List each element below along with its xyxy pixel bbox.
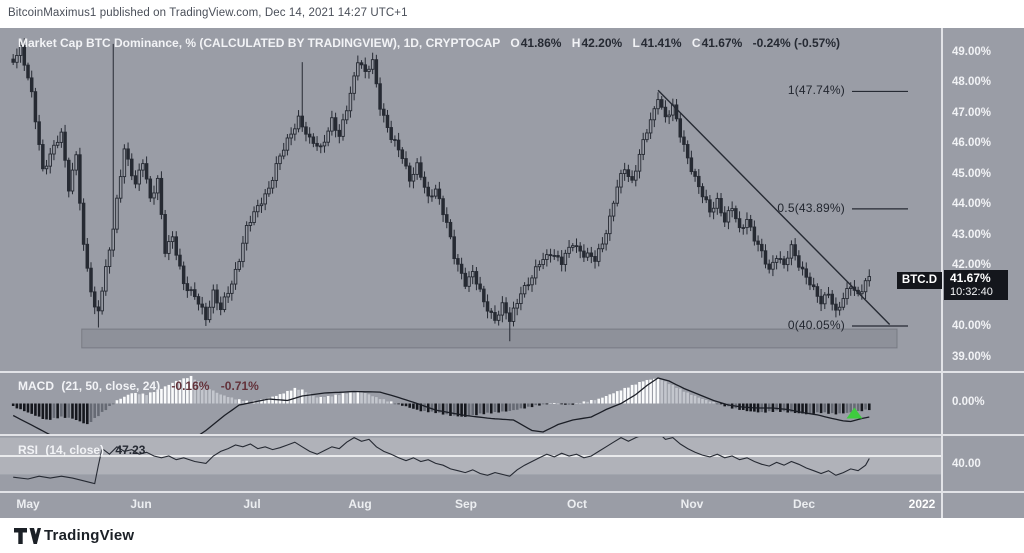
close-key: C: [691, 36, 701, 50]
low-value: 41.41%: [640, 36, 682, 50]
pane-separator-2[interactable]: [0, 434, 1024, 436]
time-tick: Oct: [566, 497, 587, 511]
rsi-value: 47.23: [115, 443, 146, 457]
price-tick: 45.00%: [952, 167, 992, 180]
rsi-title: RSI: [18, 443, 39, 457]
symbol-price-tag: BTC.D: [897, 272, 942, 289]
chart-background: [0, 28, 1024, 518]
price-tick: 43.00%: [952, 228, 992, 241]
price-tick: 39.00%: [952, 350, 992, 363]
fib-level-label: 0(40.05%): [787, 317, 845, 332]
pane-separator-1[interactable]: [0, 371, 1024, 373]
high-value: 42.20%: [581, 36, 623, 50]
main-series-legend[interactable]: Market Cap BTC Dominance, % (CALCULATED …: [18, 36, 840, 50]
rsi-pane[interactable]: [0, 432, 941, 485]
time-tick: Sep: [454, 497, 477, 511]
price-tick: 48.00%: [952, 76, 992, 88]
publish-attribution-text: BitcoinMaximus1 published on TradingView…: [8, 7, 408, 19]
time-tick: Dec: [792, 497, 815, 511]
price-tick: 46.00%: [952, 137, 992, 149]
price-tick: 47.00%: [952, 106, 992, 119]
price-pane[interactable]: [11, 38, 908, 349]
time-tick: Jul: [243, 497, 261, 511]
close-value: 41.67%: [701, 36, 743, 50]
macd-legend[interactable]: MACD (21, 50, close, 24) -0.16% -0.71%: [18, 379, 259, 393]
price-axis-separator: [941, 28, 943, 518]
macd-zero-axis-label: 0.00%: [952, 396, 985, 408]
fib-level-label: 0.5(43.89%): [777, 200, 845, 215]
fib-level-label: 1(47.74%): [787, 83, 845, 98]
time-tick: Nov: [680, 497, 704, 511]
time-tick: Jun: [130, 497, 152, 511]
time-tick: 2022: [908, 497, 936, 511]
macd-title: MACD: [18, 379, 54, 393]
macd-params: (21, 50, close, 24): [61, 379, 161, 393]
open-key: O: [510, 36, 520, 50]
change-value: -0.24% (-0.57%): [752, 36, 840, 50]
rsi-axis-label: 40.00: [952, 458, 981, 470]
footer-bar: TradingView: [0, 518, 1024, 553]
price-tick: 44.00%: [952, 198, 992, 210]
bar-countdown: 10:32:40: [950, 286, 993, 298]
tradingview-logo-icon[interactable]: [14, 528, 41, 544]
last-price: 41.67%: [950, 271, 991, 285]
publish-header: BitcoinMaximus1 published on TradingView…: [0, 0, 1024, 28]
macd-value-2: -0.71%: [220, 379, 259, 393]
macd-pane[interactable]: [11, 375, 871, 470]
last-price-box: 41.67% 10:32:40: [944, 270, 1008, 300]
tradingview-wordmark[interactable]: TradingView: [44, 527, 135, 544]
open-value: 41.86%: [520, 36, 562, 50]
rsi-legend[interactable]: RSI (14, close) 47.23: [18, 443, 145, 457]
price-tick: 40.00%: [952, 320, 992, 332]
time-tick: Aug: [348, 497, 372, 511]
price-tick: 42.00%: [952, 259, 992, 271]
high-key: H: [571, 36, 581, 50]
macd-value-1: -0.16%: [171, 379, 210, 393]
rsi-params: (14, close): [45, 443, 105, 457]
time-tick: May: [16, 497, 40, 511]
pane-separator-3: [0, 491, 1024, 493]
price-tick: 49.00%: [952, 45, 992, 58]
series-title: Market Cap BTC Dominance, % (CALCULATED …: [18, 36, 501, 50]
low-key: L: [632, 36, 640, 50]
